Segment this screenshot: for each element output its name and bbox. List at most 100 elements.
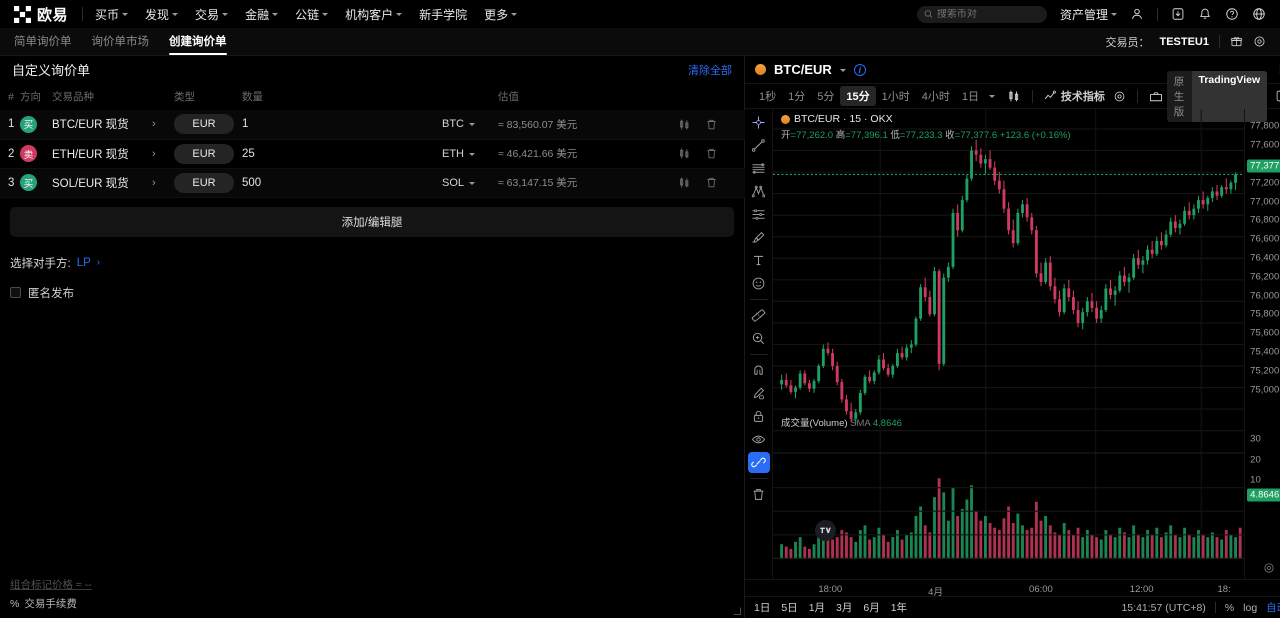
chevron-down-icon[interactable] <box>839 68 846 72</box>
bell-icon[interactable] <box>1198 7 1212 21</box>
chevron-down-icon[interactable] <box>989 95 995 98</box>
lock-icon[interactable] <box>748 406 770 427</box>
direction-badge-buy[interactable]: 买 <box>20 174 37 191</box>
crosshair-icon[interactable] <box>748 112 770 133</box>
chart-settings-button[interactable] <box>1109 90 1130 103</box>
table-row[interactable]: 2 卖 ETH/EUR 现货 › EUR 25 ETH ≈ 46,421.66 … <box>0 139 748 168</box>
globe-icon[interactable] <box>1252 7 1266 21</box>
range-1d[interactable]: 1日 <box>754 602 771 614</box>
timeframe-4h[interactable]: 4小时 <box>921 91 950 103</box>
mode-tradingview[interactable]: TradingView <box>1191 70 1268 122</box>
row-direction[interactable]: 买 <box>20 110 52 139</box>
settings-icon[interactable] <box>1253 35 1266 48</box>
range-1y[interactable]: 1年 <box>890 602 908 614</box>
chevron-right-icon[interactable]: › <box>152 118 156 131</box>
type-pill[interactable]: EUR <box>174 172 234 193</box>
row-quantity-input[interactable]: 25 <box>242 147 255 160</box>
trendline-icon[interactable] <box>748 135 770 156</box>
timeframe-1s[interactable]: 1秒 <box>759 91 777 103</box>
range-1mo[interactable]: 1月 <box>808 602 826 614</box>
range-6mo[interactable]: 6月 <box>863 602 880 614</box>
indicators-button[interactable]: 技术指标 <box>1040 88 1109 104</box>
horizontal-lines-icon[interactable] <box>748 158 770 179</box>
price-axis[interactable]: 77,800.077,600.077,400.077,200.077,000.0… <box>1244 109 1280 579</box>
row-expand[interactable]: › <box>152 110 174 139</box>
delete-icon[interactable] <box>705 118 718 131</box>
row-type[interactable]: EUR <box>174 168 242 197</box>
row-expand[interactable]: › <box>152 168 174 197</box>
direction-badge-sell[interactable]: 卖 <box>20 145 37 162</box>
type-pill[interactable]: EUR <box>174 114 234 135</box>
row-currency[interactable]: ETH <box>442 139 498 168</box>
auto-scale-toggle[interactable]: 自动 <box>1266 602 1280 614</box>
timeframe-1h[interactable]: 1小时 <box>881 91 910 103</box>
chevron-right-icon[interactable]: › <box>96 257 101 268</box>
timeframe-1m[interactable]: 1分 <box>788 91 806 103</box>
timeframe-5m[interactable]: 5分 <box>817 91 835 103</box>
anonymous-checkbox[interactable] <box>10 287 21 298</box>
tradingview-logo-icon[interactable] <box>815 520 836 541</box>
chart-plot-area[interactable]: BTC/EUR · 15 · OKX 开=77,262.0 高=77,396.1… <box>773 109 1245 579</box>
chevron-right-icon[interactable]: › <box>152 147 156 160</box>
search-input[interactable] <box>936 8 1040 20</box>
ruler-icon[interactable] <box>748 305 770 326</box>
chevron-right-icon[interactable]: › <box>152 176 156 189</box>
panel-drag-handle[interactable]: ⋮ <box>1275 64 1280 75</box>
nav-item-more[interactable]: 更多 <box>484 6 518 23</box>
chart-mode-toggle[interactable]: 原生版 TradingView <box>1166 70 1268 122</box>
download-icon[interactable] <box>1171 7 1185 21</box>
candlestick-icon[interactable] <box>678 176 691 189</box>
timeframe-15m[interactable]: 15分 <box>840 86 876 106</box>
row-type[interactable]: EUR <box>174 139 242 168</box>
user-icon[interactable] <box>1130 7 1144 21</box>
nav-item-chain[interactable]: 公链 <box>295 6 329 23</box>
row-currency[interactable]: SOL <box>442 168 498 197</box>
assets-management-menu[interactable]: 资产管理 <box>1060 6 1117 23</box>
fib-icon[interactable] <box>748 204 770 225</box>
mode-native[interactable]: 原生版 <box>1173 75 1185 118</box>
info-icon[interactable]: i <box>853 63 866 76</box>
nav-item-trade[interactable]: 交易 <box>195 6 229 23</box>
time-axis[interactable]: 18:00 4月 06:00 12:00 18: <box>745 579 1280 598</box>
chart-type-button[interactable] <box>1003 89 1025 103</box>
emoji-icon[interactable] <box>748 273 770 294</box>
fullscreen-icon[interactable] <box>1276 90 1280 102</box>
row-direction[interactable]: 卖 <box>20 139 52 168</box>
range-5d[interactable]: 5日 <box>781 602 798 614</box>
row-quantity-input[interactable]: 1 <box>242 110 442 139</box>
nav-item-buy[interactable]: 买币 <box>95 6 129 23</box>
type-pill[interactable]: EUR <box>174 143 234 164</box>
row-quantity-input[interactable]: 500 <box>242 168 442 197</box>
row-currency[interactable]: BTC <box>442 110 498 139</box>
scale-reset-icon[interactable] <box>1263 562 1275 577</box>
table-row[interactable]: 1 买 BTC/EUR 现货 › EUR 1 BTC ≈ 83,560.07 美… <box>0 110 748 139</box>
table-row[interactable]: 3 买 SOL/EUR 现货 › EUR 500 SOL ≈ 63,147.15… <box>0 168 748 197</box>
row-direction[interactable]: 买 <box>20 168 52 197</box>
text-icon[interactable] <box>748 250 770 271</box>
search-box[interactable] <box>916 5 1047 23</box>
nav-item-academy[interactable]: 新手学院 <box>419 6 467 23</box>
snapshot-button[interactable] <box>1145 90 1167 103</box>
nav-item-institutional[interactable]: 机构客户 <box>345 6 403 23</box>
row-expand[interactable]: › <box>152 139 174 168</box>
brush-icon[interactable] <box>748 227 770 248</box>
counterparty-value[interactable]: LP <box>76 256 91 269</box>
log-scale-toggle[interactable]: log <box>1243 601 1258 614</box>
range-3mo[interactable]: 3月 <box>836 602 853 614</box>
eye-icon[interactable] <box>748 429 770 450</box>
nav-item-finance[interactable]: 金融 <box>245 6 279 23</box>
delete-icon[interactable] <box>705 147 718 160</box>
magnet-icon[interactable] <box>748 360 770 381</box>
draw-pencil-icon[interactable] <box>748 383 770 404</box>
brand-logo[interactable]: 欧易 <box>14 4 68 25</box>
nav-item-discover[interactable]: 发现 <box>145 6 179 23</box>
tab-create-rfq[interactable]: 创建询价单 <box>169 28 227 55</box>
trash-icon[interactable] <box>748 484 770 505</box>
add-edit-leg-button[interactable]: 添加/编辑腿 <box>10 206 734 237</box>
tab-rfq-market[interactable]: 询价单市场 <box>91 36 150 48</box>
timeframe-1d[interactable]: 1日 <box>961 91 979 103</box>
tab-simple-rfq[interactable]: 简单询价单 <box>14 36 72 48</box>
help-icon[interactable] <box>1225 7 1239 21</box>
candlestick-icon[interactable] <box>678 118 691 131</box>
row-type[interactable]: EUR <box>174 110 242 139</box>
